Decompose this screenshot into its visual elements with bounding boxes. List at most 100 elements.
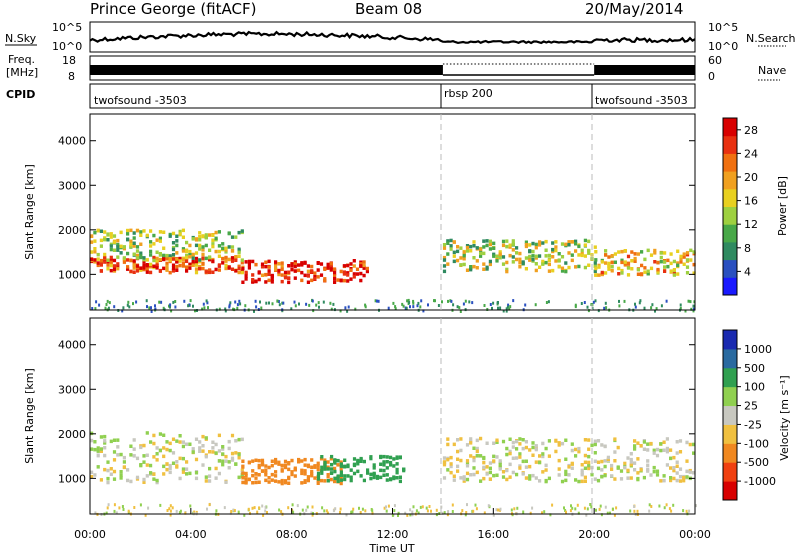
echo-cell (510, 508, 513, 512)
echo-cell (649, 473, 653, 477)
echo-cell (303, 469, 307, 473)
echo-cell (547, 454, 551, 458)
echo-cell (99, 435, 103, 439)
echo-cell (580, 463, 584, 467)
echo-cell (326, 475, 330, 479)
echo-cell (93, 473, 97, 477)
echo-cell (211, 244, 215, 249)
echo-cell (442, 460, 447, 464)
echo-cell (544, 248, 548, 252)
echo-cell (159, 503, 162, 507)
echo-cell (574, 507, 577, 511)
echo-cell (178, 263, 182, 268)
echo-cell (505, 309, 508, 313)
echo-cell (352, 259, 356, 263)
echo-cell (440, 505, 443, 509)
echo-cell (449, 238, 453, 243)
echo-cell (682, 478, 686, 483)
echo-cell (574, 454, 578, 458)
echo-cell (171, 263, 176, 267)
echo-cell (152, 264, 156, 268)
echo-cell (607, 267, 611, 271)
echo-cell (449, 244, 453, 248)
echo-cell (343, 465, 347, 469)
echo-cell (171, 247, 176, 252)
echo-cell (119, 470, 123, 474)
echo-cell (109, 260, 113, 265)
echo-cell (126, 237, 130, 241)
echo-cell (241, 476, 245, 480)
echo-cell (346, 271, 350, 275)
echo-cell (649, 441, 653, 446)
echo-cell (96, 257, 100, 261)
echo-cell (382, 460, 386, 464)
echo-cell (264, 473, 268, 477)
velocity-colorbar-swatch (723, 443, 737, 463)
echo-cell (587, 438, 591, 442)
echo-cell (505, 452, 509, 457)
velocity-colorbar-swatch (723, 462, 737, 482)
echo-cell (596, 439, 601, 443)
echo-cell (383, 506, 386, 510)
power-colorbar-tick-label: 16 (744, 195, 758, 208)
echo-cell (583, 460, 587, 464)
echo-cell (688, 442, 692, 447)
echo-cell (98, 303, 101, 307)
echo-cell (428, 505, 431, 508)
echo-cell (475, 449, 479, 453)
echo-cell (155, 478, 159, 483)
echo-cell (371, 511, 374, 515)
echo-cell (240, 270, 244, 275)
echo-cell (623, 260, 627, 264)
echo-cell (669, 476, 673, 480)
echo-cell (162, 255, 166, 259)
echo-cell (336, 278, 340, 282)
echo-cell (675, 451, 679, 455)
echo-cell (574, 305, 577, 309)
echo-cell (201, 266, 205, 271)
echo-cell (508, 243, 512, 247)
echo-cell (251, 273, 255, 277)
echo-cell (323, 479, 327, 483)
echo-cell (150, 310, 153, 313)
echo-cell (524, 459, 528, 463)
echo-cell (379, 462, 383, 466)
echo-cell (139, 463, 143, 467)
echo-cell (355, 272, 360, 276)
echo-cell (630, 259, 634, 263)
echo-cell (505, 446, 509, 451)
echo-cell (560, 441, 565, 446)
echo-cell (99, 244, 103, 248)
echo-cell (446, 468, 450, 472)
echo-cell (472, 455, 476, 460)
echo-cell (224, 459, 228, 463)
echo-cell (610, 254, 614, 258)
echo-cell (565, 510, 567, 514)
echo-cell (597, 309, 600, 313)
echo-cell (489, 303, 492, 306)
echo-cell (103, 441, 107, 445)
echo-cell (392, 457, 396, 461)
echo-cell (636, 476, 640, 481)
echo-cell (221, 242, 225, 246)
echo-cell (135, 266, 140, 270)
echo-cell (394, 305, 397, 309)
echo-cell (244, 471, 248, 476)
echo-cell (211, 238, 215, 242)
echo-cell (474, 503, 477, 507)
echo-cell (201, 245, 205, 249)
echo-cell (630, 267, 634, 271)
echo-cell (676, 261, 680, 265)
echo-cell (587, 463, 591, 468)
echo-cell (339, 460, 343, 464)
echo-cell (411, 513, 414, 517)
echo-cell (257, 463, 261, 468)
echo-cell (103, 252, 107, 257)
echo-cell (334, 507, 337, 511)
echo-cell (247, 259, 251, 264)
echo-cell (485, 267, 489, 271)
echo-cell (534, 254, 538, 259)
echo-cell (620, 260, 624, 265)
echo-cell (185, 248, 189, 252)
echo-cell (237, 254, 241, 258)
